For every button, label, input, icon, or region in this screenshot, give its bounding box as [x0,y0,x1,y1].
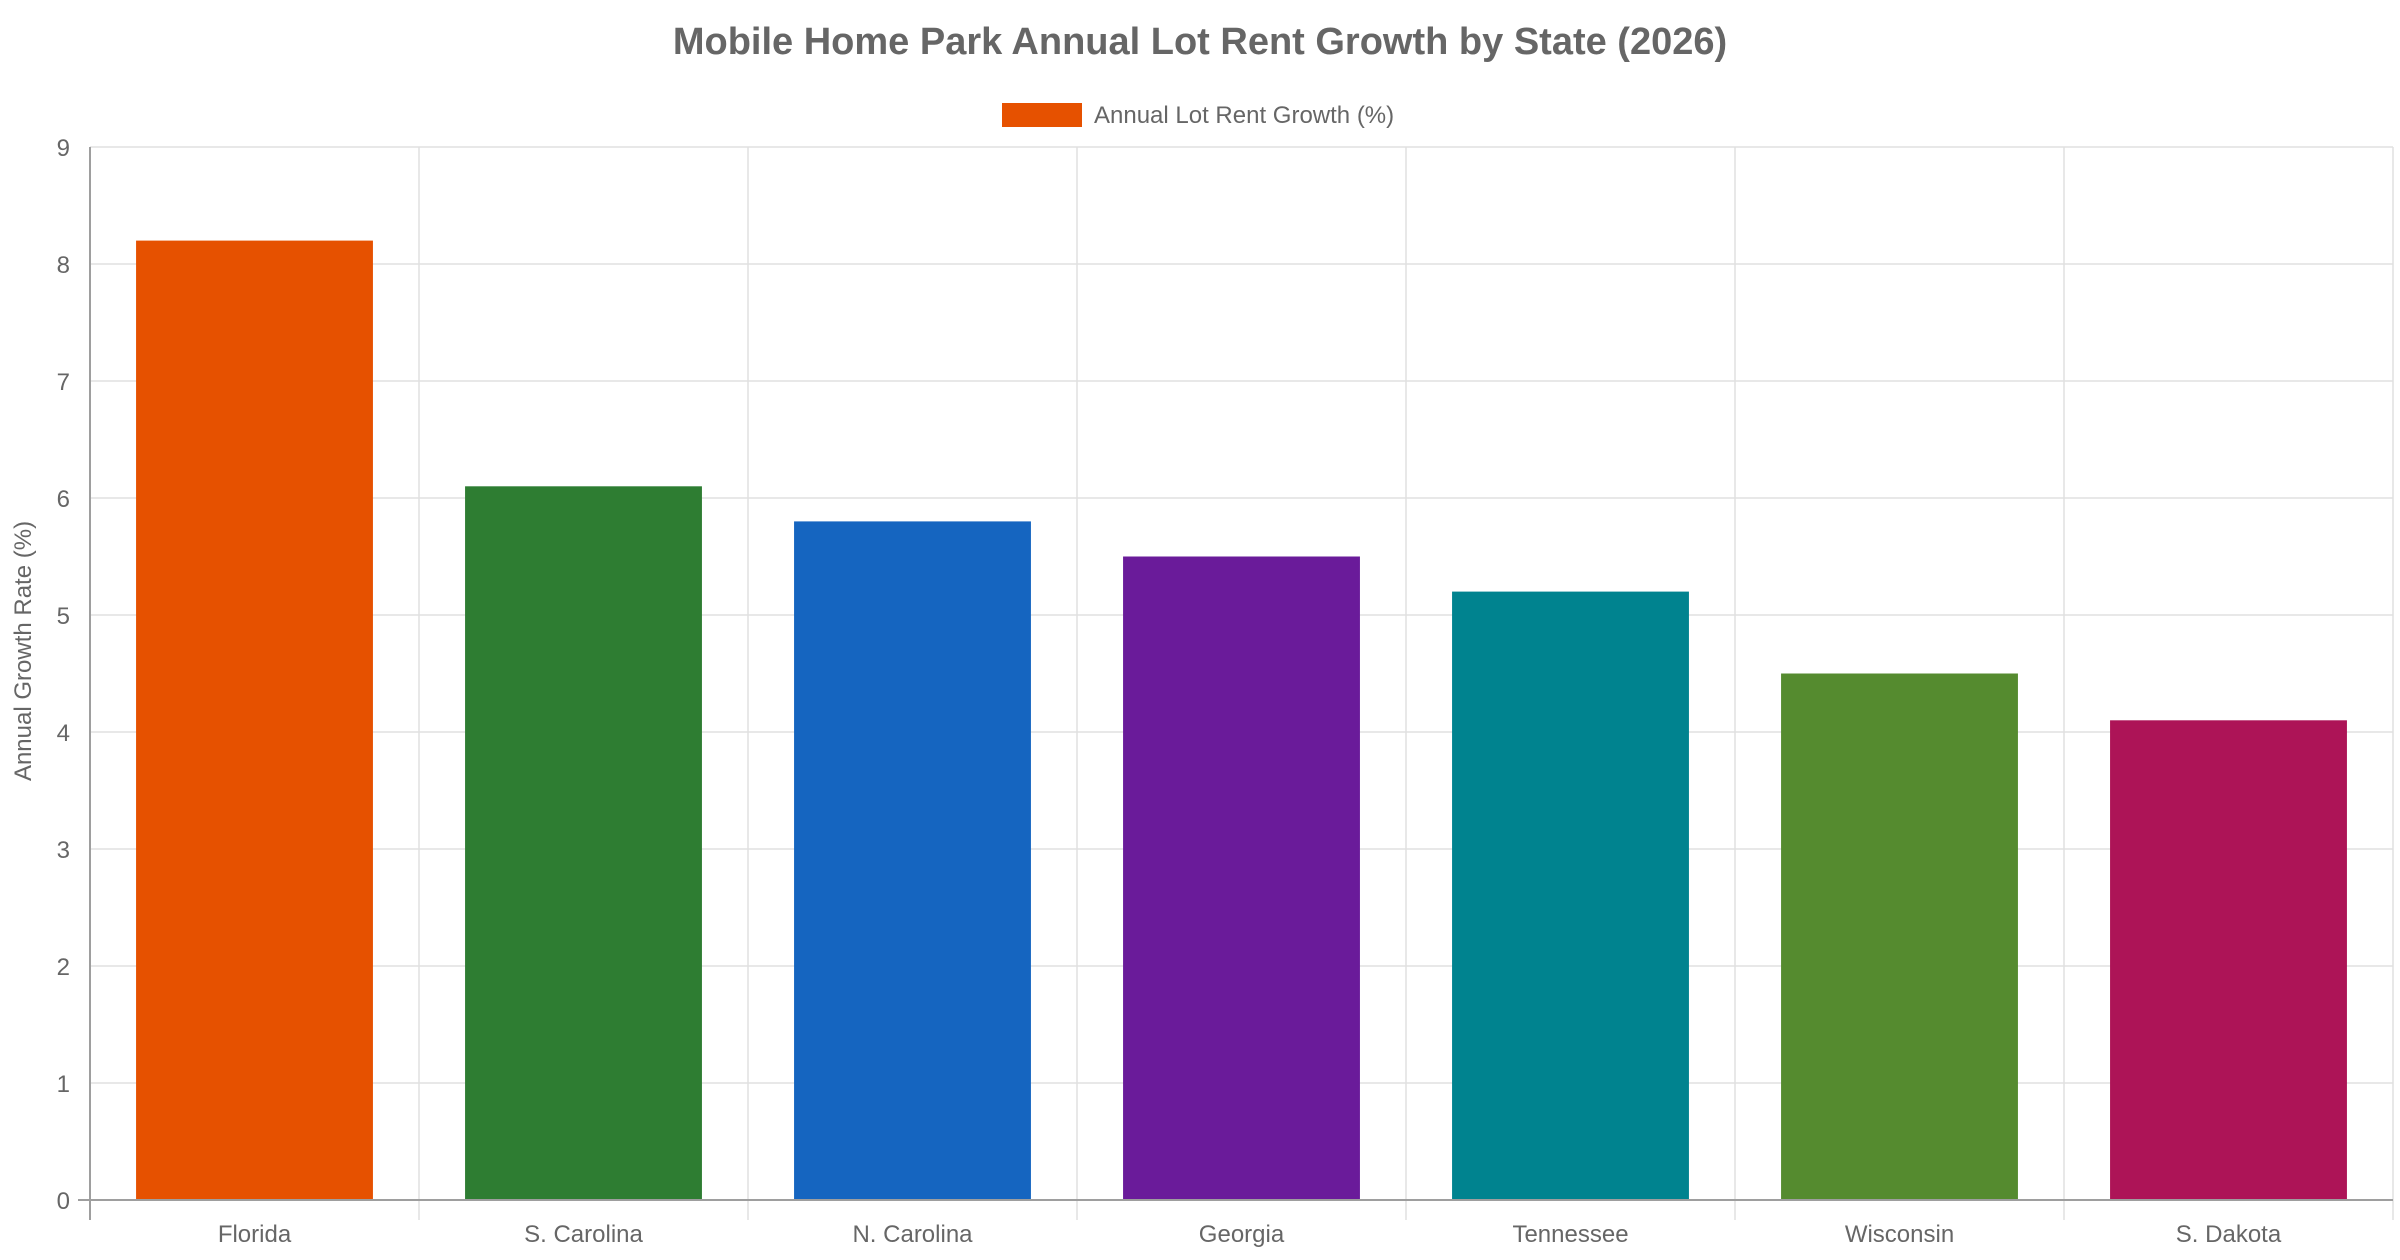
bar-georgia[interactable] [1123,556,1360,1201]
x-tick-label-n-carolina: N. Carolina [852,1221,973,1248]
y-axis-title: Annual Growth Rate (%) [10,521,37,781]
legend-label: Annual Lot Rent Growth (%) [1094,102,1394,129]
bar-wisconsin[interactable] [1781,673,2018,1201]
bar-s-carolina[interactable] [465,486,702,1200]
y-tick-label-1: 1 [57,1071,70,1098]
y-tick-label-7: 7 [57,369,70,396]
x-tick-label-s-dakota: S. Dakota [2176,1221,2282,1248]
y-tick-label-9: 9 [57,135,70,162]
y-tick-label-3: 3 [57,837,70,864]
axes [78,147,2393,1220]
y-axis-ticks: 0 1 2 3 4 5 6 7 8 9 [57,135,70,1215]
y-tick-label-5: 5 [57,603,70,630]
y-tick-label-4: 4 [57,720,70,747]
chart-title: Mobile Home Park Annual Lot Rent Growth … [673,21,1727,63]
bar-tennessee[interactable] [1452,591,1689,1200]
y-tick-label-2: 2 [57,954,70,981]
legend-swatch [1002,103,1082,127]
bar-s-dakota[interactable] [2110,720,2347,1200]
y-tick-label-6: 6 [57,486,70,513]
x-tick-label-s-carolina: S. Carolina [524,1221,643,1248]
y-tick-label-0: 0 [57,1188,70,1215]
bars [136,240,2347,1201]
bar-n-carolina[interactable] [794,521,1031,1200]
x-axis-ticks: Florida S. Carolina N. Carolina Georgia Tenn… [218,1221,2282,1248]
y-tick-label-8: 8 [57,252,70,279]
x-tick-label-wisconsin: Wisconsin [1845,1221,1954,1248]
x-tick-label-tennessee: Tennessee [1512,1221,1628,1248]
x-tick-label-florida: Florida [218,1221,292,1248]
legend[interactable]: Annual Lot Rent Growth (%) [1002,102,1394,129]
x-tick-label-georgia: Georgia [1199,1221,1285,1248]
bar-florida[interactable] [136,240,373,1201]
